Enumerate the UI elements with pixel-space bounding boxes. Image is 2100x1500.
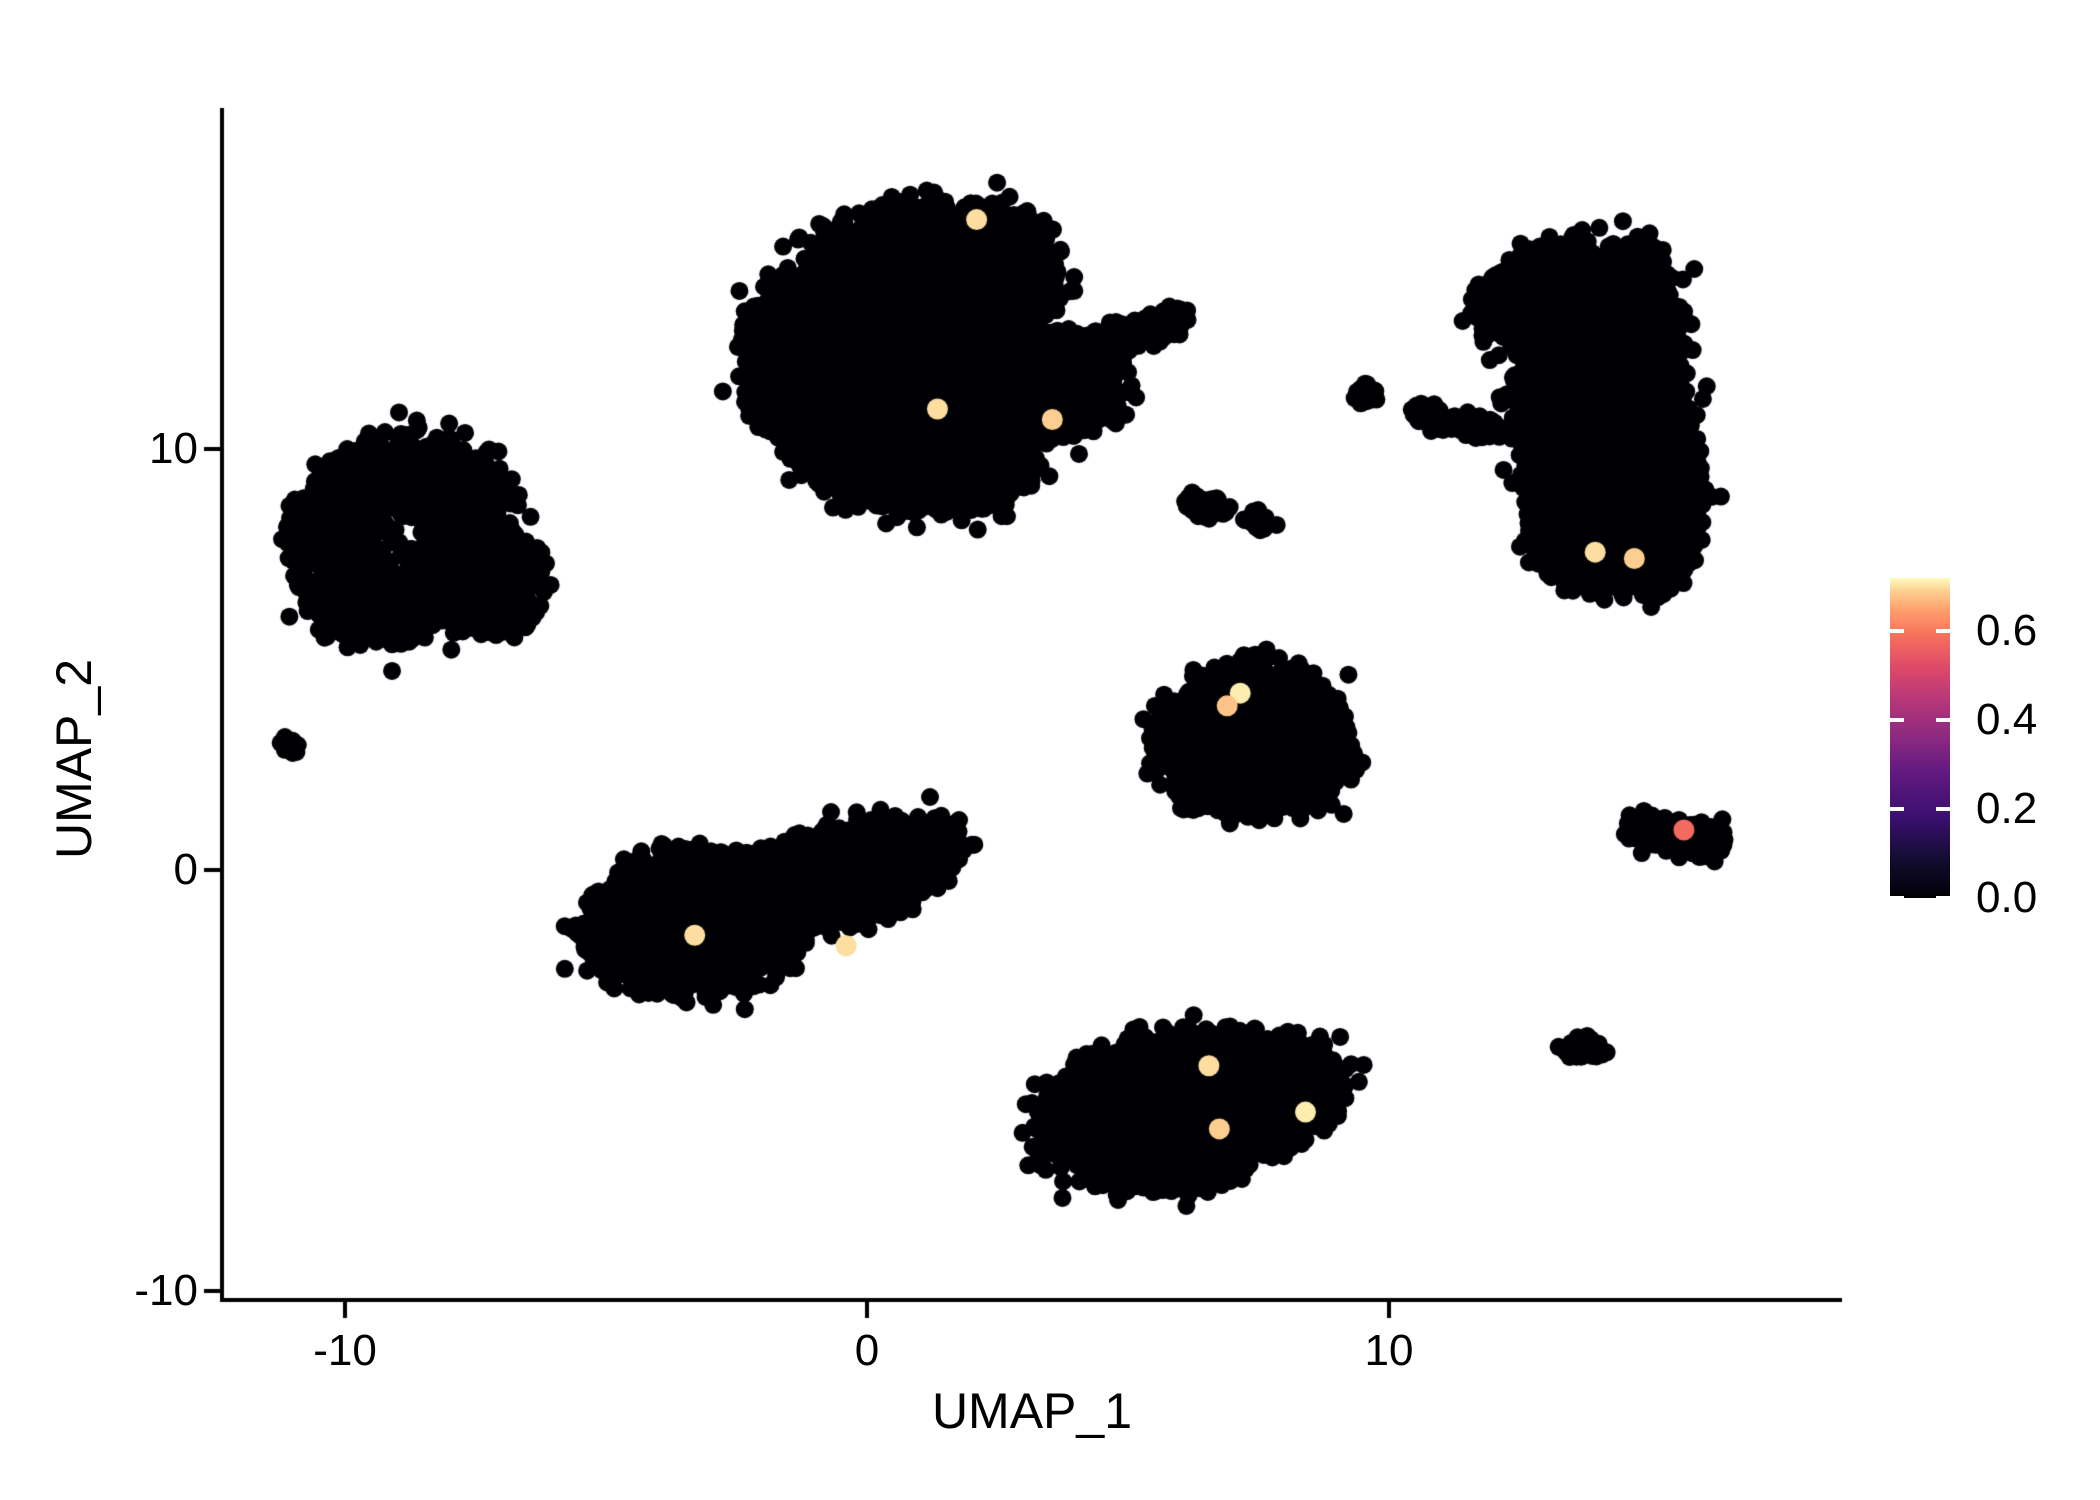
colorbar-tick-mark <box>1936 629 1950 634</box>
colorbar-tick-mark <box>1890 807 1904 812</box>
x-axis-title: UMAP_1 <box>931 1383 1133 1439</box>
colorbar-tick-label: 0.2 <box>1976 784 2038 834</box>
colorbar-tick-mark <box>1890 629 1904 634</box>
y-axis-tick-label: 0 <box>173 845 198 894</box>
x-axis-tick-label: 0 <box>854 1326 880 1375</box>
colorbar-gradient <box>1890 578 1950 898</box>
x-axis-tick-label: 10 <box>1364 1326 1414 1375</box>
colorbar-tick-mark <box>1936 896 1950 900</box>
colorbar-tick-label: 0.4 <box>1976 695 2038 745</box>
colorbar-tick-mark <box>1890 718 1904 723</box>
x-axis-tick-label: -10 <box>313 1326 377 1375</box>
y-axis-title: UMAP_2 <box>46 658 102 860</box>
y-axis-tick-label: 10 <box>149 424 198 473</box>
colorbar-tick-mark <box>1936 718 1950 723</box>
colorbar-tick-mark <box>1890 896 1904 900</box>
colorbar-tick-mark <box>1936 807 1950 812</box>
colorbar-tick-label: 0.6 <box>1976 606 2038 656</box>
colorbar-tick-label: 0.0 <box>1976 873 2038 922</box>
y-axis-tick-label: -10 <box>134 1266 198 1315</box>
